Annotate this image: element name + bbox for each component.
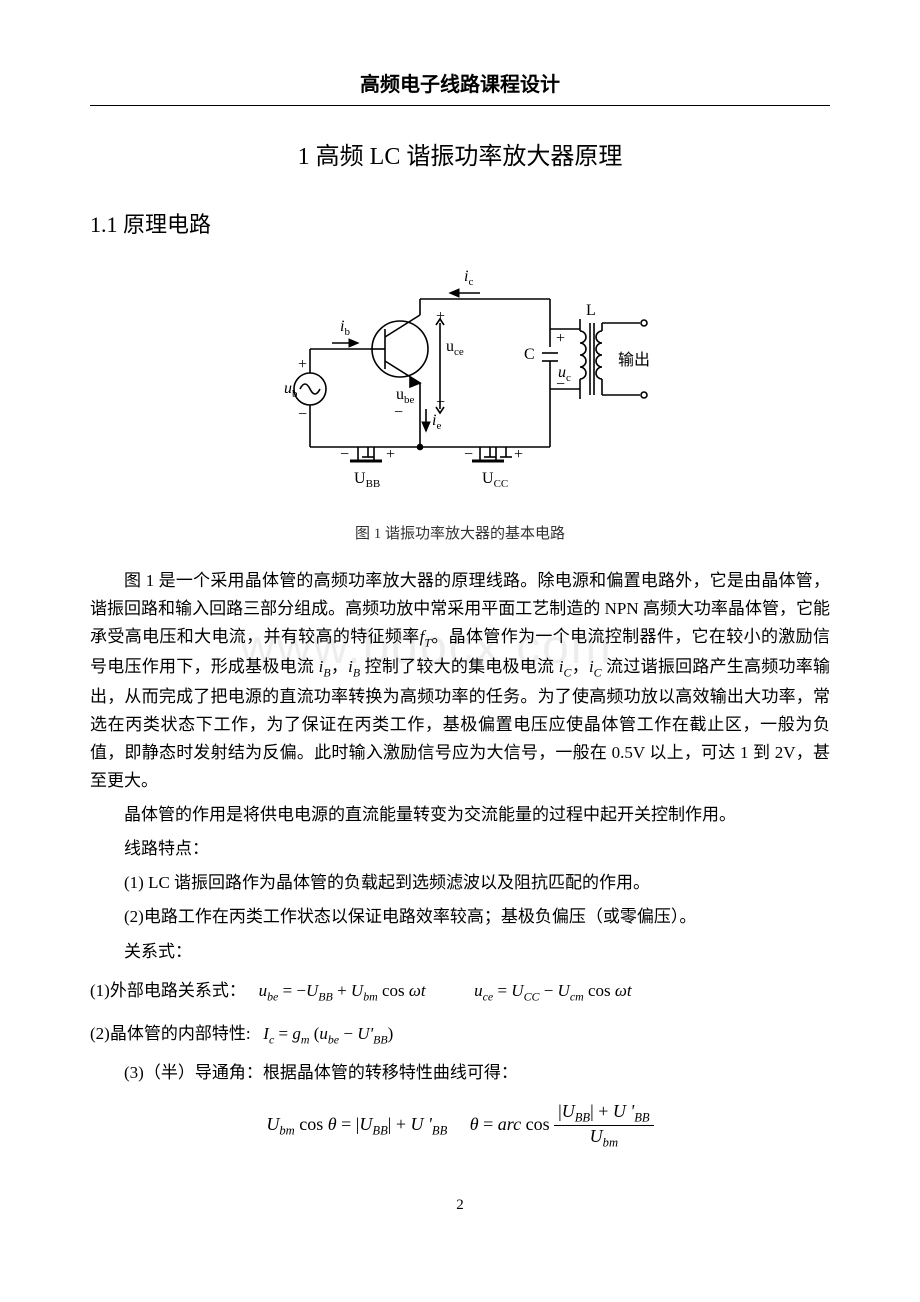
formula-row-1: (1)外部电路关系式： ube = −UBB + Ubm cos ωt uce … bbox=[90, 972, 830, 1010]
svg-text:ube: ube bbox=[396, 386, 415, 406]
svg-text:UCC: UCC bbox=[482, 470, 508, 490]
svg-text:−: − bbox=[394, 404, 403, 421]
svg-text:C: C bbox=[524, 346, 535, 363]
svg-text:−: − bbox=[340, 446, 349, 463]
eq-theta1: Ubm cos θ = |UBB| + U 'BB bbox=[266, 1114, 447, 1134]
eq-ube: ube = −UBB + Ubm cos ωt bbox=[259, 981, 426, 1000]
svg-text:−: − bbox=[436, 394, 445, 411]
subsection-title: 1.1 原理电路 bbox=[90, 207, 830, 239]
svg-text:−: − bbox=[298, 406, 307, 423]
svg-text:L: L bbox=[586, 302, 596, 319]
svg-text:输出: 输出 bbox=[618, 351, 650, 369]
svg-text:−: − bbox=[556, 376, 565, 393]
circuit-svg: ic ib ie ub uce ube uc C L 输出 UBB UCC +−… bbox=[250, 259, 670, 509]
svg-text:ib: ib bbox=[340, 318, 350, 338]
eq-ic: Ic = gm (ube − U'BB) bbox=[263, 1024, 393, 1043]
svg-text:UBB: UBB bbox=[354, 470, 380, 490]
paragraph-2: 晶体管的作用是将供电电源的直流能量转变为交流能量的过程中起开关控制作用。 bbox=[90, 801, 830, 829]
document-page: 高频电子线路课程设计 1 高频 LC 谐振功率放大器原理 1.1 原理电路 bbox=[0, 0, 920, 1274]
paragraph-9: (3)（半）导通角：根据晶体管的转移特性曲线可得： bbox=[90, 1059, 830, 1087]
svg-text:+: + bbox=[556, 330, 565, 347]
paragraph-1: 图 1 是一个采用晶体管的高频功率放大器的原理线路。除电源和偏置电路外，它是由晶… bbox=[90, 567, 830, 795]
svg-text:ie: ie bbox=[432, 412, 441, 432]
svg-text:+: + bbox=[436, 308, 445, 325]
paragraph-6: 关系式： bbox=[90, 938, 830, 966]
figure-1: ic ib ie ub uce ube uc C L 输出 UBB UCC +−… bbox=[90, 259, 830, 514]
svg-text:uce: uce bbox=[446, 338, 464, 358]
formula-row-2: (2)晶体管的内部特性: Ic = gm (ube − U'BB) bbox=[90, 1015, 830, 1053]
paragraph-3: 线路特点： bbox=[90, 835, 830, 863]
svg-text:+: + bbox=[298, 356, 307, 373]
svg-text:−: − bbox=[464, 446, 473, 463]
doc-header: 高频电子线路课程设计 bbox=[90, 68, 830, 106]
formula-row-3: Ubm cos θ = |UBB| + U 'BB θ = arc cos |U… bbox=[90, 1101, 830, 1151]
section-title: 1 高频 LC 谐振功率放大器原理 bbox=[90, 136, 830, 171]
paragraph-4: (1) LC 谐振回路作为晶体管的负载起到选频滤波以及阻抗匹配的作用。 bbox=[90, 869, 830, 897]
figure-1-caption: 图 1 谐振功率放大器的基本电路 bbox=[90, 522, 830, 543]
page-number: 2 bbox=[90, 1197, 830, 1214]
svg-text:+: + bbox=[514, 446, 523, 463]
svg-text:+: + bbox=[386, 446, 395, 463]
eq-uce: uce = UCC − Ucm cos ωt bbox=[474, 981, 631, 1000]
paragraph-5: (2)电路工作在丙类工作状态以保证电路效率较高；基极负偏压（或零偏压）。 bbox=[90, 903, 830, 931]
eq-theta2-pre: θ = arc cos bbox=[470, 1114, 550, 1134]
svg-text:ic: ic bbox=[464, 268, 473, 288]
